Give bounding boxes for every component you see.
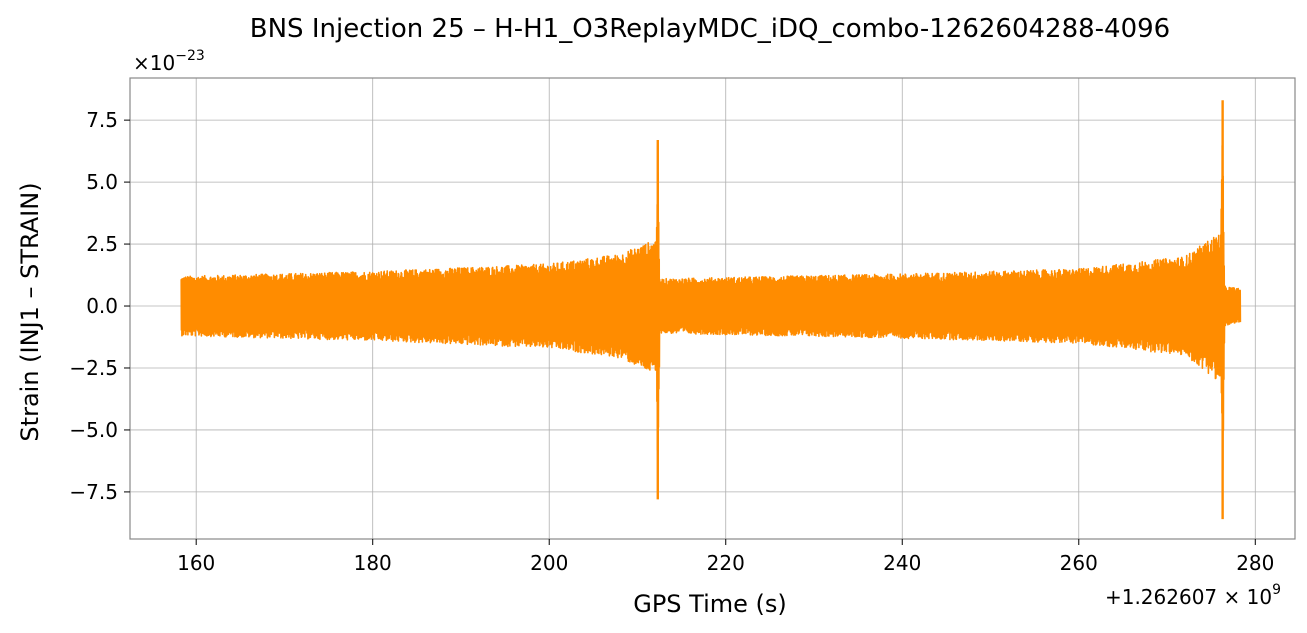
axes-frame bbox=[129, 77, 1296, 540]
y-tick-label: −5.0 bbox=[69, 418, 118, 442]
y-tick-label: 5.0 bbox=[86, 170, 118, 194]
series-layer bbox=[180, 100, 1242, 520]
x-offset-exponent: 9 bbox=[1272, 582, 1281, 598]
chart-title: BNS Injection 25 – H-H1_O3ReplayMDC_iDQ_… bbox=[250, 14, 1170, 44]
x-tick-label: 200 bbox=[530, 551, 568, 575]
x-offset-label: +1.262607 × 109 bbox=[1105, 582, 1281, 609]
x-tick-label: 180 bbox=[354, 551, 392, 575]
x-offset-base: +1.262607 × 10 bbox=[1105, 585, 1272, 609]
x-tick-label: 260 bbox=[1060, 551, 1098, 575]
x-tick-label: 220 bbox=[707, 551, 745, 575]
y-multiplier-exponent: −23 bbox=[175, 48, 205, 64]
x-axis-label: GPS Time (s) bbox=[633, 590, 787, 618]
y-tick-label: −7.5 bbox=[69, 480, 118, 504]
strain-series-line bbox=[180, 121, 1242, 471]
y-multiplier-base: ×10 bbox=[133, 51, 175, 75]
x-tick-label: 280 bbox=[1236, 551, 1274, 575]
tick-layer: 160 180 200 220 240 260 280 7.5 5.0 2.5 0.0 −2.5 −5.… bbox=[69, 108, 1274, 575]
y-tick-label: −2.5 bbox=[69, 356, 118, 380]
y-multiplier: ×10−23 bbox=[133, 48, 205, 75]
y-axis-label: Strain (INJ1 – STRAIN) bbox=[16, 182, 44, 441]
y-tick-label: 7.5 bbox=[86, 108, 118, 132]
y-tick-label: 2.5 bbox=[86, 232, 118, 256]
y-tick-label: 0.0 bbox=[86, 294, 118, 318]
x-tick-label: 160 bbox=[177, 551, 215, 575]
x-tick-label: 240 bbox=[883, 551, 921, 575]
